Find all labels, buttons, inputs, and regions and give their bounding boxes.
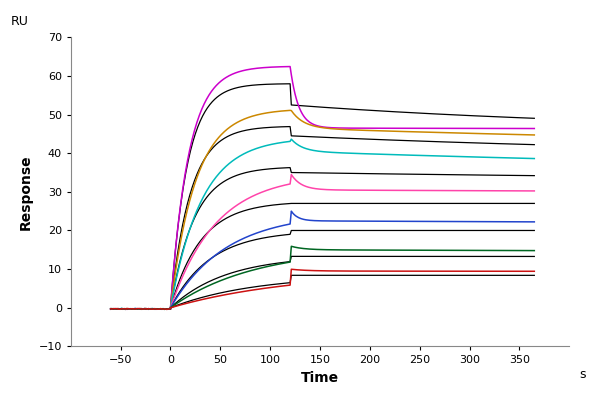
Text: RU: RU: [11, 15, 29, 28]
X-axis label: Time: Time: [301, 371, 339, 385]
Y-axis label: Response: Response: [19, 154, 33, 230]
Text: s: s: [579, 368, 586, 381]
